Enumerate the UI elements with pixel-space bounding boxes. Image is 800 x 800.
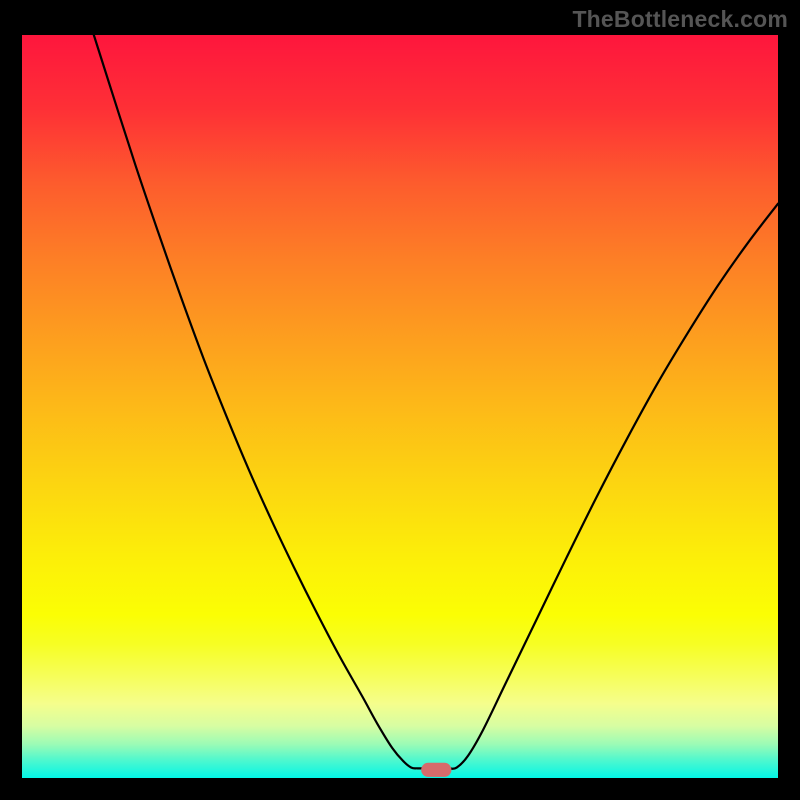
minimum-marker [421, 763, 451, 777]
watermark-text: TheBottleneck.com [572, 6, 788, 33]
plot-background [22, 35, 778, 778]
chart-frame: TheBottleneck.com [0, 0, 800, 800]
bottleneck-chart [0, 0, 800, 800]
